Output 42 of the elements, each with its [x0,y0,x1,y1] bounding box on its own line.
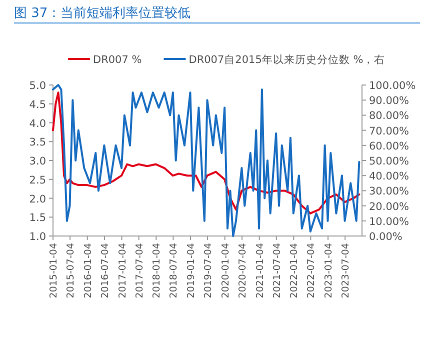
x-tick-label: 2023-01-04 [324,243,335,298]
x-tick-label: 2018-01-04 [152,243,163,298]
x-tick-label: 2019-07-04 [203,243,214,298]
y2-tick-label: 40.00% [369,170,410,183]
y-tick-label: 4.0 [29,118,46,130]
y-tick-label: 1.5 [29,212,46,224]
x-tick-label: 2021-01-04 [254,243,266,298]
legend-label: DR007 % [93,54,142,66]
y-tick-label: 5.0 [29,80,46,92]
y2-tick-label: 80.00% [369,110,410,122]
y-tick-label: 4.5 [29,98,46,111]
y-tick-label: 1.0 [29,231,46,243]
x-tick-label: 2015-07-04 [66,243,77,298]
y2-tick-label: 20.00% [369,200,410,213]
y-tick-label: 2.5 [29,174,46,186]
y2-tick-label: 50.00% [369,156,410,168]
x-tick-label: 2022-01-04 [289,243,300,298]
legend-label: DR007自2015年以来历史分位数 %，右 [188,53,386,66]
y-tick-label: 2.0 [29,193,46,206]
x-tick-label: 2016-01-04 [82,243,94,298]
x-tick-label: 2018-07-04 [168,243,180,298]
line-series [52,92,360,214]
y2-tick-label: 30.00% [369,186,410,198]
x-tick-label: 2017-01-04 [117,243,128,298]
y-tick-label: 3.5 [29,136,46,149]
x-tick-label: 2015-01-04 [48,243,60,298]
x-tick-label: 2022-07-04 [306,243,318,298]
y-tick-label: 3.0 [29,156,46,168]
x-tick-label: 2020-01-04 [220,243,232,298]
y2-tick-label: 10.00% [369,216,410,228]
y2-tick-label: 70.00% [369,125,410,138]
x-tick-label: 2019-01-04 [186,243,198,298]
x-tick-label: 2020-07-04 [237,243,248,298]
x-tick-label: 2023-07-04 [340,243,352,298]
x-tick-label: 2016-07-04 [100,243,111,298]
y2-tick-label: 60.00% [369,140,410,152]
x-tick-label: 2017-07-04 [134,243,146,298]
y2-tick-label: 100.00% [369,80,416,92]
y2-tick-label: 90.00% [369,95,410,108]
y2-tick-label: 0.00% [369,231,402,243]
chart-title: 图 37：当前短端利率位置较低 [14,5,191,21]
x-tick-label: 2021-07-04 [272,243,283,298]
